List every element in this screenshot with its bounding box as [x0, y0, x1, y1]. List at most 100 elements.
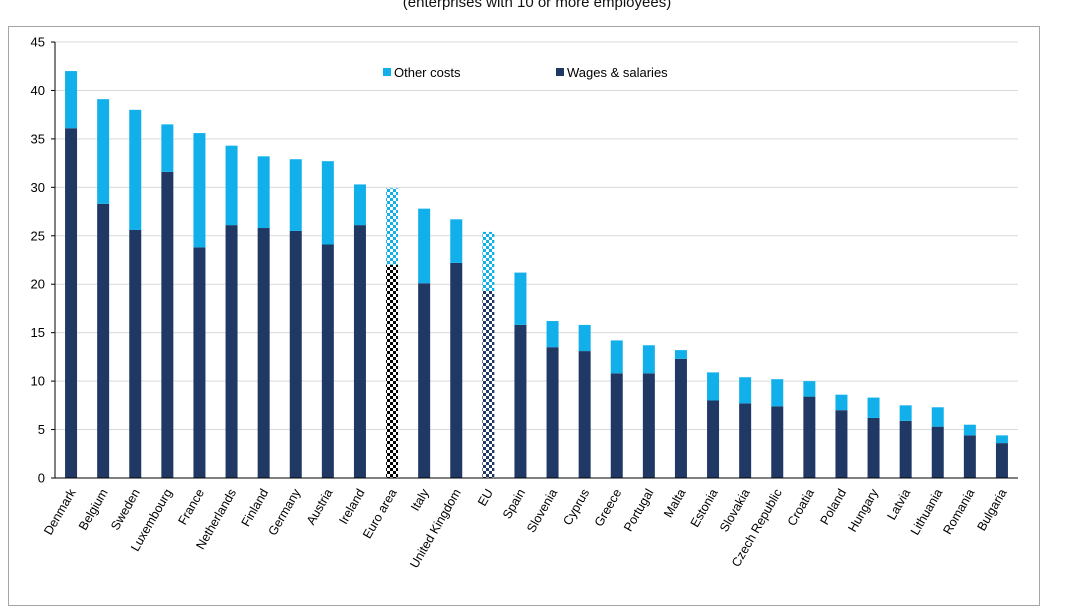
bar-other-costs — [418, 208, 431, 284]
x-category-label: Hungary — [845, 486, 881, 535]
y-tick-label: 35 — [31, 131, 45, 146]
bar-other-costs — [65, 71, 78, 129]
y-tick-label: 25 — [31, 228, 45, 243]
bar-other-costs — [963, 424, 976, 436]
bar-other-costs — [225, 145, 238, 226]
bar-wages-salaries — [899, 420, 912, 478]
x-category-label: Austria — [304, 486, 336, 527]
bar-other-costs — [257, 156, 270, 229]
bar-wages-salaries — [321, 244, 334, 478]
x-category-label: Greece — [592, 486, 625, 529]
bar-wages-salaries — [65, 128, 78, 478]
legend-swatch — [556, 68, 564, 76]
x-category-label: Belgium — [76, 487, 111, 533]
bar-other-costs — [546, 321, 559, 348]
bar-wages-salaries — [963, 435, 976, 478]
y-tick-label: 15 — [31, 325, 45, 340]
bar-wages-salaries — [193, 247, 206, 478]
bar-wages-salaries — [739, 403, 752, 478]
bar-wages-salaries — [931, 426, 944, 478]
bar-wages-salaries — [257, 228, 270, 478]
bar-other-costs — [97, 99, 110, 204]
x-category-label: Finland — [239, 486, 272, 529]
bar-wages-salaries — [835, 410, 848, 478]
bar-other-costs — [578, 324, 591, 352]
bar-other-costs — [835, 394, 848, 411]
bar-wages-salaries — [674, 358, 687, 478]
x-category-label: Slovakia — [717, 486, 753, 534]
x-category-label: EU — [475, 487, 496, 509]
x-category-label: Romania — [940, 486, 977, 536]
bar-other-costs — [899, 405, 912, 421]
y-tick-label: 5 — [38, 422, 45, 437]
bar-wages-salaries — [418, 283, 431, 478]
bar-other-costs — [771, 379, 784, 407]
x-category-label: Portugal — [621, 487, 656, 534]
bar-wages-salaries — [129, 229, 142, 478]
bar-wages-salaries — [642, 373, 655, 478]
y-tick-label: 30 — [31, 180, 45, 195]
bar-other-costs — [129, 109, 142, 230]
x-category-label: Malta — [661, 486, 688, 520]
y-tick-label: 45 — [31, 35, 45, 50]
y-tick-label: 40 — [31, 83, 45, 98]
y-tick-label: 20 — [31, 277, 45, 292]
bar-other-costs — [386, 188, 399, 265]
bars — [65, 71, 1008, 478]
bar-wages-salaries — [995, 443, 1008, 478]
bar-other-costs — [803, 381, 816, 397]
bar-other-costs — [482, 231, 495, 292]
x-category-label: Italy — [408, 486, 432, 514]
bar-wages-salaries — [450, 262, 463, 478]
legend-swatch — [383, 68, 391, 76]
x-category-label: Slovenia — [524, 486, 560, 535]
bar-wages-salaries — [289, 230, 302, 478]
x-category-label: Latvia — [884, 486, 913, 522]
bar-other-costs — [674, 350, 687, 359]
bar-wages-salaries — [482, 291, 495, 478]
gridlines — [55, 41, 1018, 431]
x-category-label: Croatia — [785, 486, 817, 528]
bar-other-costs — [739, 377, 752, 404]
bar-wages-salaries — [707, 400, 720, 478]
bar-other-costs — [707, 372, 720, 401]
legend-label: Wages & salaries — [567, 65, 668, 80]
bar-other-costs — [289, 159, 302, 231]
x-category-label: Sweden — [108, 486, 143, 532]
bar-wages-salaries — [225, 225, 238, 478]
bar-other-costs — [642, 345, 655, 374]
bar-wages-salaries — [353, 225, 366, 478]
y-tick-label: 0 — [38, 471, 45, 486]
x-category-label: Ireland — [336, 486, 367, 526]
x-category-label: Spain — [500, 486, 528, 521]
bar-wages-salaries — [514, 324, 527, 478]
bar-other-costs — [353, 184, 366, 226]
bar-wages-salaries — [161, 171, 174, 478]
legend: Other costs Wages & salaries — [383, 65, 668, 80]
bar-wages-salaries — [771, 406, 784, 478]
bar-wages-salaries — [803, 396, 816, 478]
bar-other-costs — [931, 407, 944, 427]
y-tick-label: 10 — [31, 374, 45, 389]
bar-other-costs — [193, 133, 206, 248]
x-category-label: France — [175, 486, 207, 527]
x-category-label: Germany — [266, 486, 304, 538]
bar-other-costs — [321, 161, 334, 245]
bar-other-costs — [995, 435, 1008, 444]
bar-other-costs — [514, 272, 527, 325]
bar-wages-salaries — [546, 347, 559, 478]
bar-wages-salaries — [386, 264, 399, 478]
bar-other-costs — [450, 219, 463, 263]
chart-subtitle: (enterprises with 10 or more employees) — [402, 0, 672, 11]
bar-other-costs — [161, 124, 174, 172]
bar-wages-salaries — [867, 417, 880, 478]
legend-label: Other costs — [394, 65, 461, 80]
x-category-label: Estonia — [688, 486, 721, 529]
x-category-label: Bulgaria — [974, 486, 1009, 533]
bar-other-costs — [867, 397, 880, 418]
x-category-label: Denmark — [41, 486, 79, 538]
y-axis: 0 5 10 15 20 25 30 35 40 45 — [31, 35, 56, 486]
x-category-label: Cyprus — [560, 487, 592, 528]
